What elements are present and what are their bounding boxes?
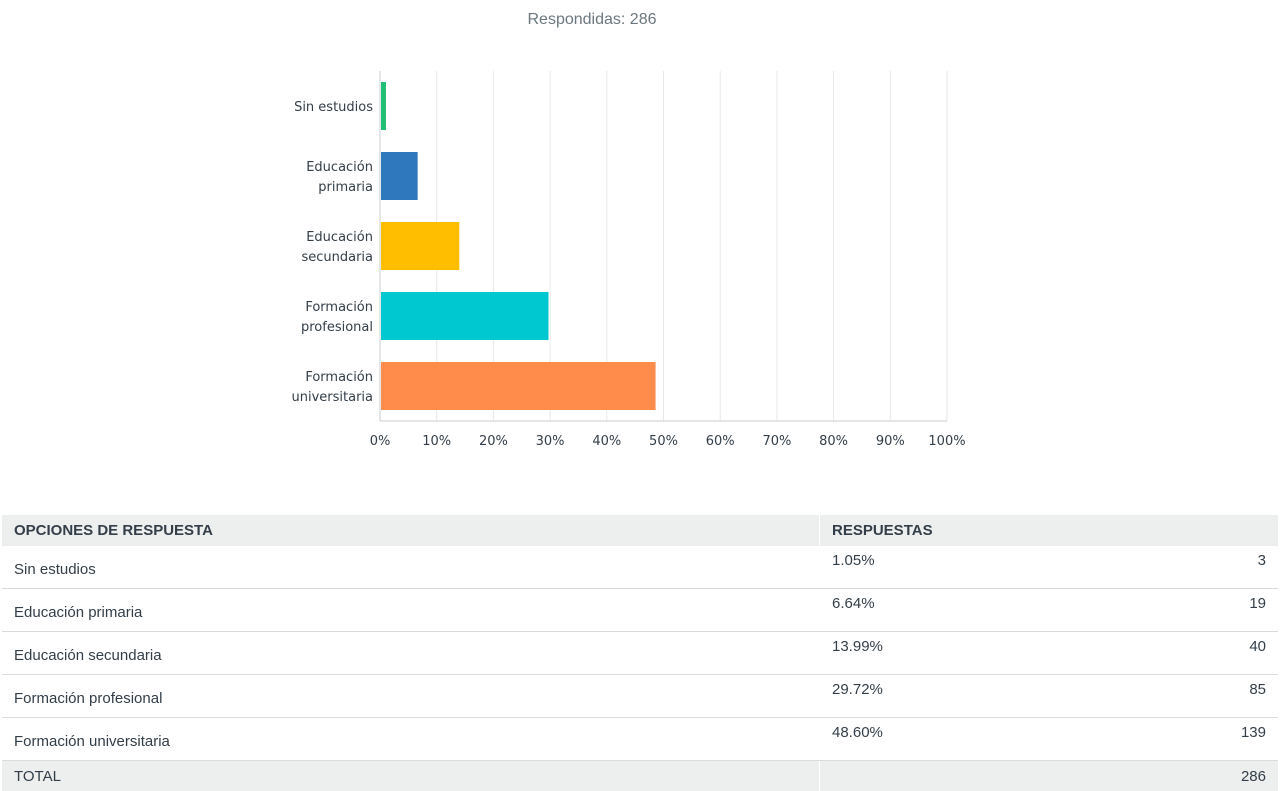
row-option: Educación secundaria — [2, 632, 819, 675]
row-count: 19 — [1049, 589, 1278, 632]
table-row: Educación secundaria 13.99% 40 — [2, 632, 1278, 675]
results-table: OPCIONES DE RESPUESTA RESPUESTAS Sin est… — [2, 515, 1278, 791]
x-tick-label: 80% — [819, 434, 848, 449]
x-tick-label: 0% — [370, 434, 391, 449]
total-percent-empty — [820, 761, 1049, 791]
table-total-row: TOTAL 286 — [2, 761, 1278, 791]
table-row: Sin estudios 1.05% 3 — [2, 546, 1278, 589]
row-percent: 29.72% — [820, 675, 1049, 718]
header-options: OPCIONES DE RESPUESTA — [2, 515, 819, 546]
total-label: TOTAL — [2, 761, 819, 791]
x-tick-label: 70% — [762, 434, 791, 449]
row-percent: 6.64% — [820, 589, 1049, 632]
x-tick-label: 100% — [928, 434, 965, 449]
x-tick-label: 30% — [536, 434, 565, 449]
row-count: 85 — [1049, 675, 1278, 718]
row-count: 3 — [1049, 546, 1278, 589]
bar — [381, 292, 549, 340]
x-tick-label: 90% — [876, 434, 905, 449]
row-count: 40 — [1049, 632, 1278, 675]
x-tick-label: 10% — [422, 434, 451, 449]
x-tick-label: 20% — [479, 434, 508, 449]
header-responses: RESPUESTAS — [820, 515, 1278, 546]
x-tick-label: 60% — [706, 434, 735, 449]
table-row: Educación primaria 6.64% 19 — [2, 589, 1278, 632]
row-percent: 13.99% — [820, 632, 1049, 675]
x-tick-label: 40% — [592, 434, 621, 449]
row-option: Sin estudios — [2, 546, 819, 589]
row-option: Educación primaria — [2, 589, 819, 632]
row-percent: 1.05% — [820, 546, 1049, 589]
row-option: Formación profesional — [2, 675, 819, 718]
bar — [381, 222, 459, 270]
bar — [381, 152, 418, 200]
row-option: Formación universitaria — [2, 718, 819, 761]
x-tick-label: 50% — [649, 434, 678, 449]
bar-chart: 0% 10% 20% 30% 40% 50% 60% 70% 80% 90% 100% Sin est… — [0, 0, 1280, 470]
row-percent: 48.60% — [820, 718, 1049, 761]
bar — [381, 362, 656, 410]
table-row: Formación universitaria 48.60% 139 — [2, 718, 1278, 761]
row-count: 139 — [1049, 718, 1278, 761]
table-header-row: OPCIONES DE RESPUESTA RESPUESTAS — [2, 515, 1278, 546]
bar — [381, 82, 386, 130]
category-label: Sin estudios — [294, 100, 373, 115]
total-count: 286 — [1049, 761, 1278, 791]
table-row: Formación profesional 29.72% 85 — [2, 675, 1278, 718]
